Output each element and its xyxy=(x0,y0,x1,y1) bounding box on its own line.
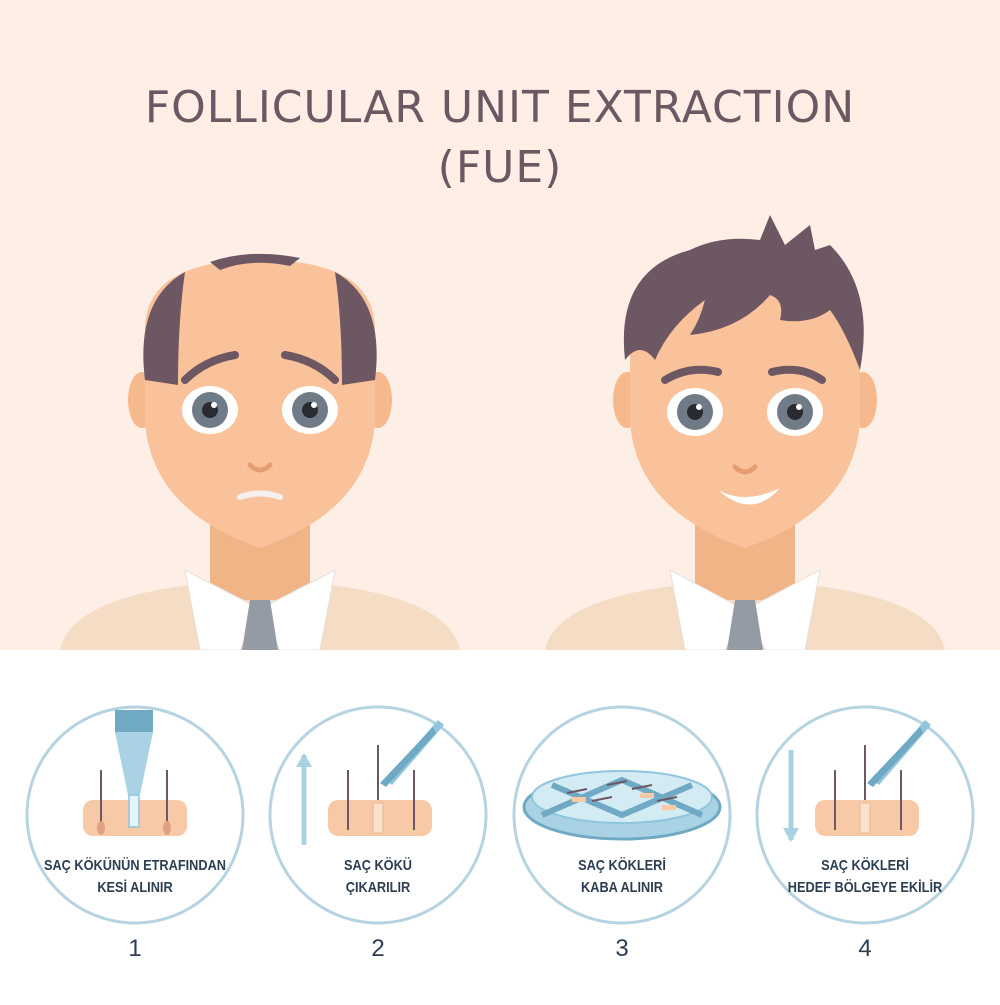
after-portrait xyxy=(545,215,945,650)
step-2-caption-line2: ÇIKARILIR xyxy=(345,879,411,896)
step-2-caption-line1: SAÇ KÖKÜ xyxy=(343,857,412,874)
before-portrait xyxy=(60,253,460,650)
punch-tool-icon xyxy=(25,705,245,925)
step-1-number: 1 xyxy=(128,935,142,962)
illustration-panel: FOLLICULAR UNIT EXTRACTION (FUE) xyxy=(0,0,1000,650)
step-1-caption-line2: KESİ ALINIR xyxy=(97,879,173,896)
step-4-number: 4 xyxy=(858,935,872,962)
page-subtitle: (FUE) xyxy=(437,142,563,193)
step-1: SAÇ KÖKÜNÜN ETRAFINDAN KESİ ALINIR 1 xyxy=(25,705,245,1005)
arrow-up-icon xyxy=(296,753,312,767)
step-2: SAÇ KÖKÜ ÇIKARILIR 2 xyxy=(268,705,488,1005)
step-3: SAÇ KÖKLERİ KABA ALINIR 3 xyxy=(512,705,732,1005)
petri-dish-icon xyxy=(512,705,732,925)
step-1-caption-line1: SAÇ KÖKÜNÜN ETRAFINDAN xyxy=(43,857,227,874)
arrow-down-icon xyxy=(783,828,799,842)
tweezers-up-icon xyxy=(268,705,488,925)
tweezers-down-icon xyxy=(755,705,975,925)
step-4: SAÇ KÖKLERİ HEDEF BÖLGEYE EKİLİR 4 xyxy=(755,705,975,1005)
tie-icon xyxy=(242,600,278,650)
portraits-illustration xyxy=(60,215,945,650)
step-4-caption-line1: SAÇ KÖKLERİ xyxy=(821,857,909,874)
step-4-caption-line2: HEDEF BÖLGEYE EKİLİR xyxy=(787,879,943,896)
step-3-caption-line2: KABA ALINIR xyxy=(581,879,663,896)
steps-panel: SAÇ KÖKÜNÜN ETRAFINDAN KESİ ALINIR 1 SAÇ… xyxy=(0,650,1000,1000)
step-3-caption-line1: SAÇ KÖKLERİ xyxy=(578,857,666,874)
step-2-number: 2 xyxy=(371,935,385,962)
tie-icon xyxy=(727,600,763,650)
page-title: FOLLICULAR UNIT EXTRACTION xyxy=(144,82,856,133)
step-3-number: 3 xyxy=(615,935,629,962)
